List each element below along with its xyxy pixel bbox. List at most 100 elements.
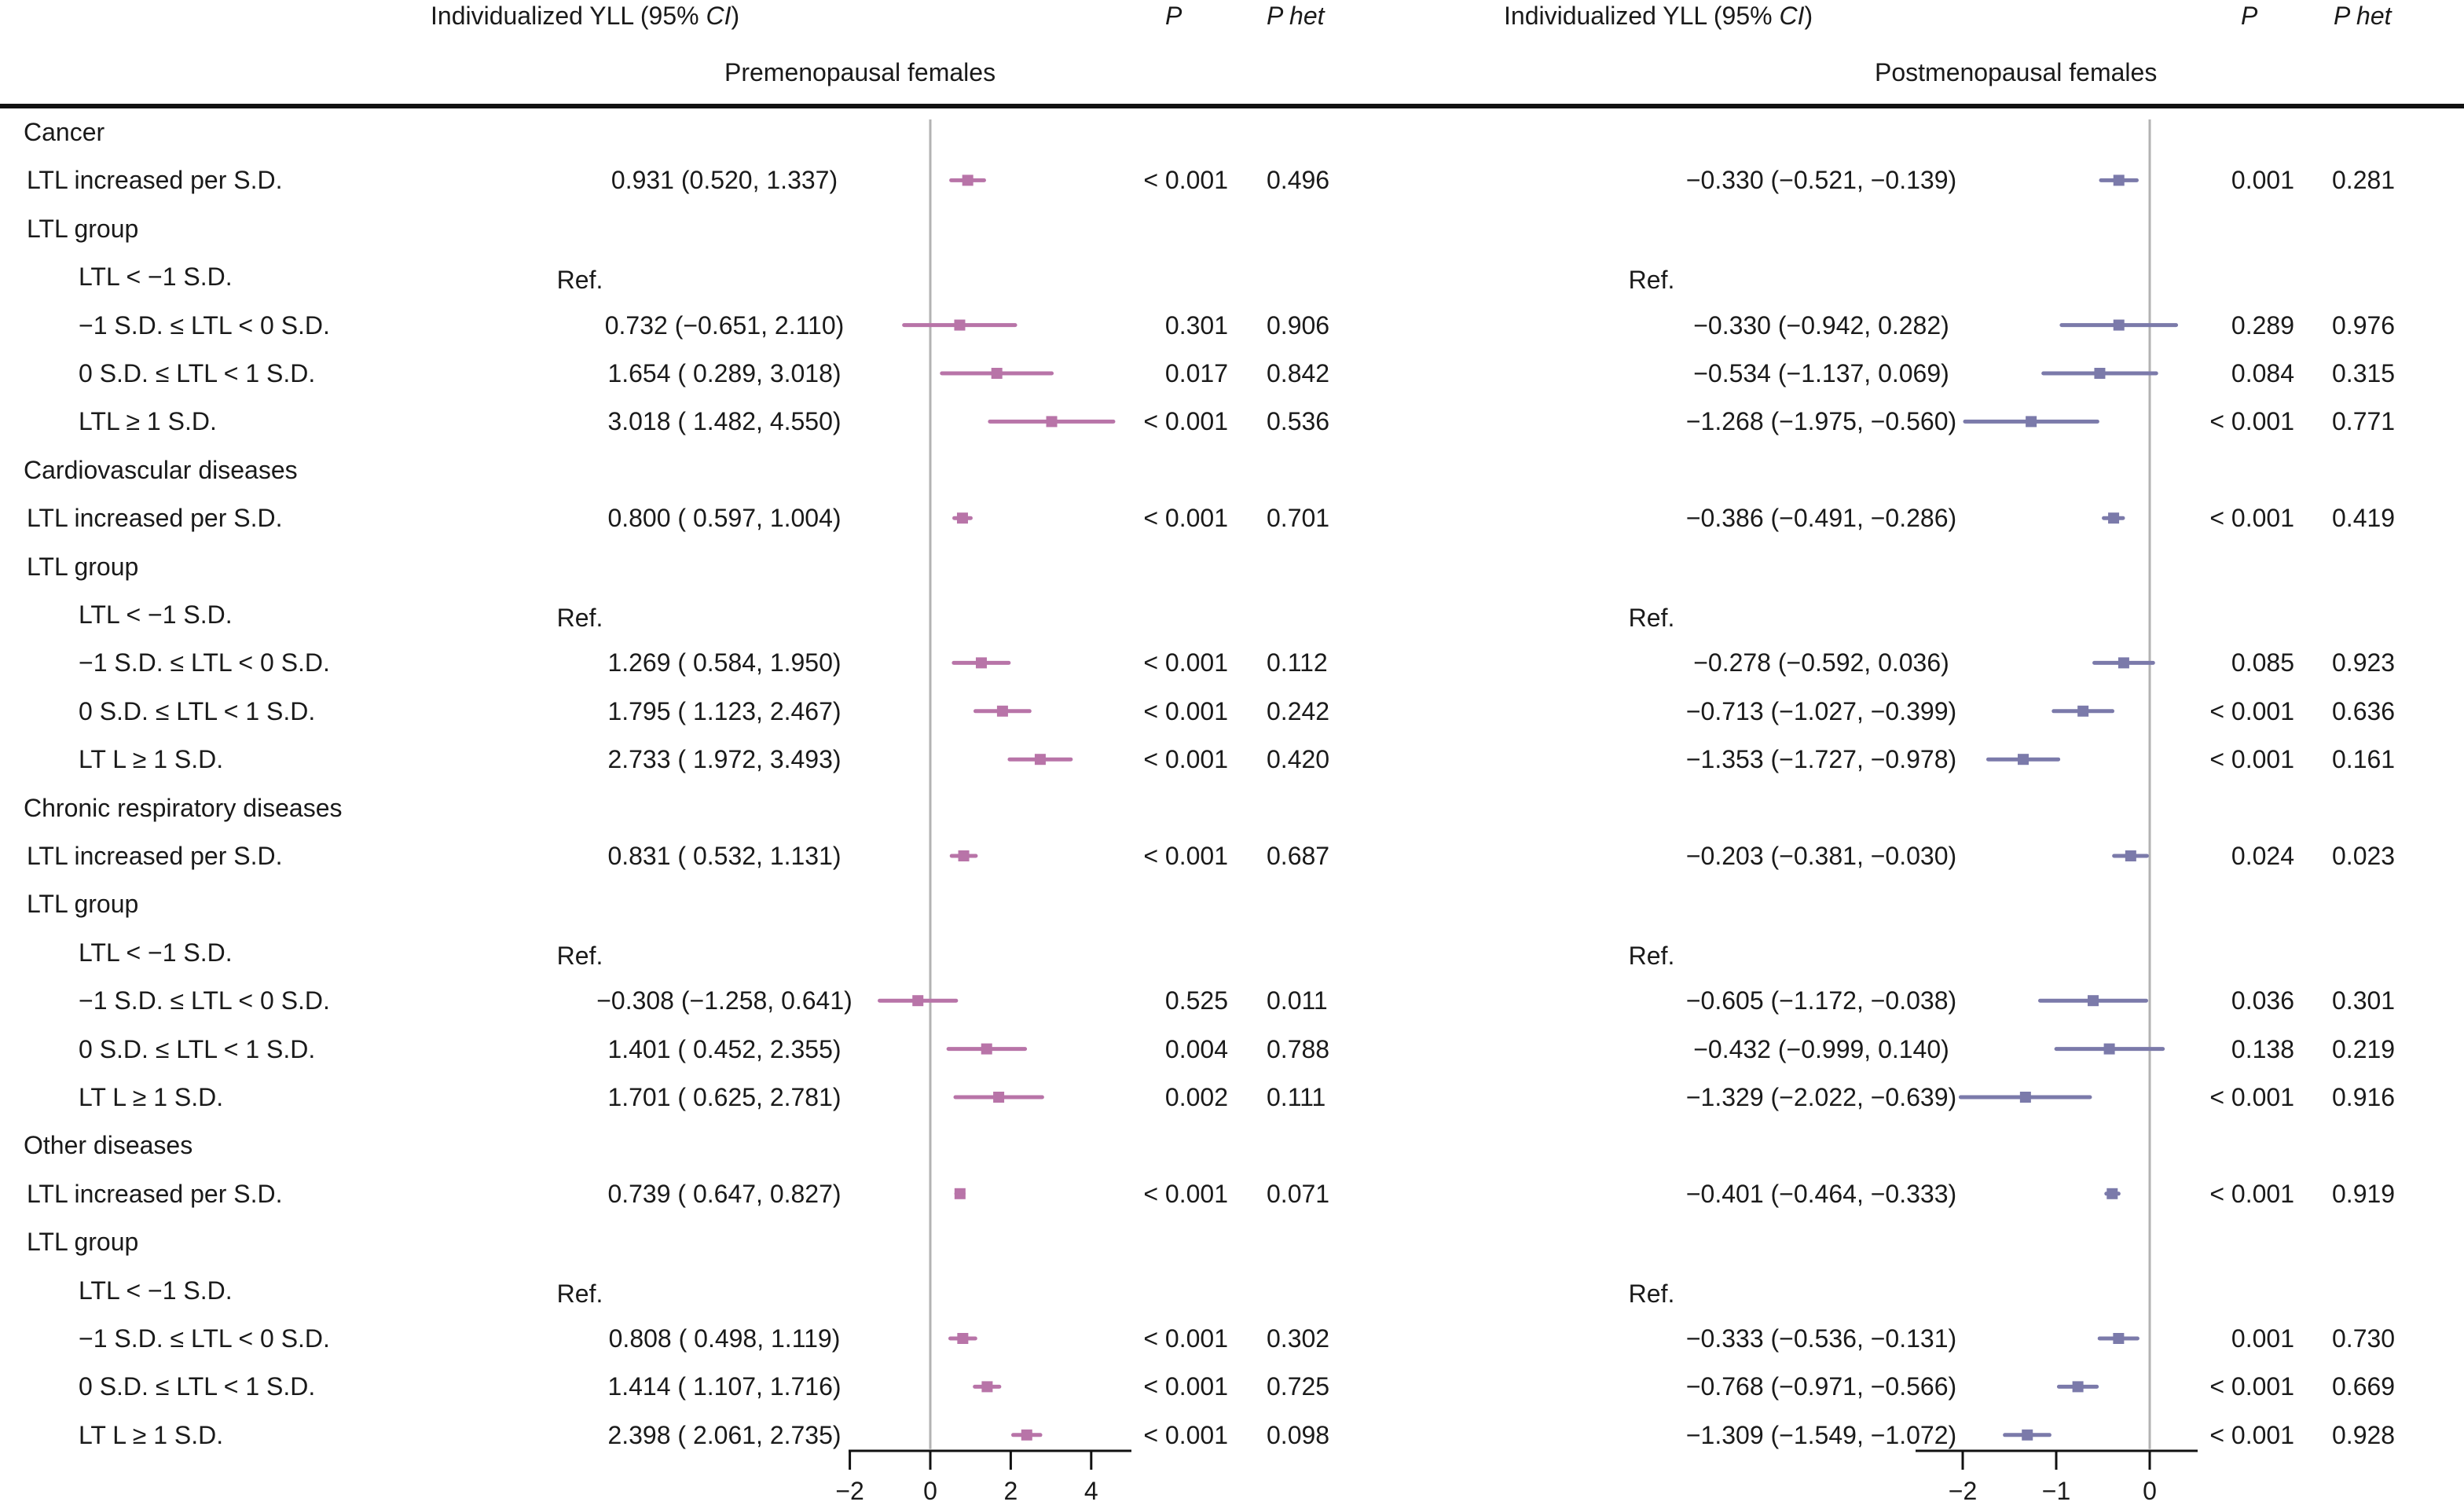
post-phet-value: 0.928: [2332, 1420, 2396, 1449]
post-p-value: < 0.001: [2209, 696, 2294, 725]
post-estimate-ci: −0.534 (−1.137, 0.069): [1693, 359, 1949, 387]
post-p-value: < 0.001: [2209, 1083, 2294, 1111]
pre-tick-label: 4: [1084, 1477, 1098, 1505]
post-tick-label: −1: [2042, 1477, 2070, 1505]
pre-p-value: < 0.001: [1143, 1372, 1228, 1401]
pre-phet-value: 0.906: [1267, 310, 1330, 340]
row-label: −1 S.D. ≤ LTL < 0 S.D.: [79, 986, 330, 1015]
row-label: LTL < −1 S.D.: [79, 600, 233, 629]
pre-ref-label: Ref.: [556, 941, 603, 970]
right-ci-header-suffix: ): [1804, 2, 1813, 30]
pre-phet-value: 0.011: [1267, 986, 1328, 1015]
post-ref-label: Ref.: [1628, 1279, 1675, 1308]
post-phet-value: 0.281: [2332, 166, 2396, 195]
pre-phet-value: 0.420: [1267, 745, 1330, 774]
post-phet-value: 0.161: [2332, 745, 2396, 774]
post-point-estimate: [2108, 512, 2120, 524]
row-label: LTL increased per S.D.: [27, 504, 283, 533]
post-estimate-ci: −0.330 (−0.942, 0.282): [1693, 310, 1949, 340]
pre-point-estimate: [958, 850, 970, 861]
section-label: Cancer: [24, 118, 105, 146]
pre-p-value: 0.525: [1164, 986, 1228, 1015]
right-ci-header-ci: CI: [1779, 2, 1805, 30]
row-label: 0 S.D. ≤ LTL < 1 S.D.: [79, 696, 316, 725]
pre-point-estimate: [991, 368, 1003, 379]
post-phet-value: 0.419: [2332, 504, 2396, 533]
post-estimate-ci: −0.330 (−0.521, −0.139): [1685, 166, 1957, 195]
pre-estimate-ci: 1.795 ( 1.123, 2.467): [607, 696, 842, 725]
row-label: LTL < −1 S.D.: [79, 1276, 233, 1305]
left-ci-header-text: Individualized YLL (95%: [431, 2, 706, 30]
post-estimate-ci: −0.278 (−0.592, 0.036): [1693, 648, 1949, 677]
post-point-estimate: [2022, 1429, 2033, 1441]
post-point-estimate: [2106, 1188, 2118, 1199]
pre-point-estimate: [981, 1381, 993, 1393]
row-label: LTL increased per S.D.: [27, 166, 283, 195]
pre-p-value: 0.004: [1164, 1034, 1228, 1063]
pre-phet-value: 0.701: [1267, 504, 1330, 533]
right-ci-header: Individualized YLL (95% CI): [1504, 3, 1813, 28]
pre-p-value: < 0.001: [1143, 1420, 1228, 1449]
left-group-title: Premenopausal females: [724, 58, 996, 86]
post-estimate-ci: −0.386 (−0.491, −0.286): [1685, 504, 1957, 533]
pre-estimate-ci: 2.398 ( 2.061, 2.735): [607, 1420, 842, 1449]
pre-phet-value: 0.687: [1267, 842, 1330, 870]
pre-p-value: < 0.001: [1143, 842, 1228, 870]
pre-p-value: 0.017: [1164, 359, 1228, 387]
post-p-value: < 0.001: [2209, 1420, 2294, 1449]
pre-estimate-ci: −0.308 (−1.258, 0.641): [596, 986, 852, 1015]
left-ci-header-ci: CI: [706, 2, 732, 30]
post-point-estimate: [2077, 705, 2089, 717]
post-estimate-ci: −0.432 (−0.999, 0.140): [1693, 1034, 1949, 1063]
pre-phet-value: 0.725: [1267, 1372, 1330, 1401]
pre-p-value: < 0.001: [1143, 166, 1228, 195]
pre-ref-label: Ref.: [556, 604, 603, 632]
row-label: LT L ≥ 1 S.D.: [79, 1083, 224, 1111]
subsection-label: LTL group: [27, 552, 139, 581]
row-label: LTL ≥ 1 S.D.: [79, 407, 217, 436]
post-p-value: < 0.001: [2209, 1372, 2294, 1401]
pre-phet-value: 0.071: [1267, 1179, 1330, 1208]
pre-estimate-ci: 1.701 ( 0.625, 2.781): [607, 1083, 842, 1111]
pre-p-value: 0.002: [1164, 1083, 1228, 1111]
post-phet-value: 0.315: [2332, 359, 2396, 387]
pre-tick-label: −2: [835, 1477, 864, 1505]
pre-p-value: < 0.001: [1143, 745, 1228, 774]
post-point-estimate: [2113, 1333, 2125, 1344]
pre-estimate-ci: 1.269 ( 0.584, 1.950): [607, 648, 842, 677]
pre-estimate-ci: 1.414 ( 1.107, 1.716): [607, 1372, 842, 1401]
post-ref-label: Ref.: [1628, 604, 1675, 632]
subsection-label: LTL group: [27, 214, 139, 243]
post-p-value: 0.036: [2231, 986, 2294, 1015]
pre-point-estimate: [1046, 416, 1058, 428]
post-p-value: 0.085: [2231, 648, 2294, 677]
post-p-value: < 0.001: [2209, 745, 2294, 774]
left-ci-header-suffix: ): [731, 2, 740, 30]
post-p-value: 0.001: [2231, 166, 2294, 195]
post-estimate-ci: −0.203 (−0.381, −0.030): [1685, 842, 1957, 870]
row-label: LTL < −1 S.D.: [79, 938, 233, 967]
row-label: −1 S.D. ≤ LTL < 0 S.D.: [79, 310, 330, 340]
left-phet-header: P het: [1267, 2, 1325, 30]
pre-ref-label: Ref.: [556, 1279, 603, 1308]
section-label: Cardiovascular diseases: [24, 455, 298, 484]
pre-point-estimate: [962, 174, 974, 186]
post-point-estimate: [2118, 657, 2129, 669]
right-ci-header-text: Individualized YLL (95%: [1504, 2, 1780, 30]
post-estimate-ci: −1.309 (−1.549, −1.072): [1685, 1420, 1957, 1449]
post-estimate-ci: −0.401 (−0.464, −0.333): [1685, 1179, 1957, 1208]
row-label: LTL increased per S.D.: [27, 842, 283, 870]
post-point-estimate: [2019, 1092, 2031, 1103]
pre-estimate-ci: 1.401 ( 0.452, 2.355): [607, 1034, 842, 1063]
pre-point-estimate: [956, 512, 968, 524]
row-label: LTL increased per S.D.: [27, 1179, 283, 1208]
section-label: Other diseases: [24, 1131, 193, 1160]
pre-estimate-ci: 2.733 ( 1.972, 3.493): [607, 745, 842, 774]
pre-phet-value: 0.111: [1267, 1083, 1326, 1111]
pre-p-value: < 0.001: [1143, 648, 1228, 677]
post-p-value: 0.001: [2231, 1324, 2294, 1353]
row-label: 0 S.D. ≤ LTL < 1 S.D.: [79, 1372, 316, 1401]
post-estimate-ci: −1.268 (−1.975, −0.560): [1685, 407, 1957, 436]
row-label: LT L ≥ 1 S.D.: [79, 1420, 224, 1449]
